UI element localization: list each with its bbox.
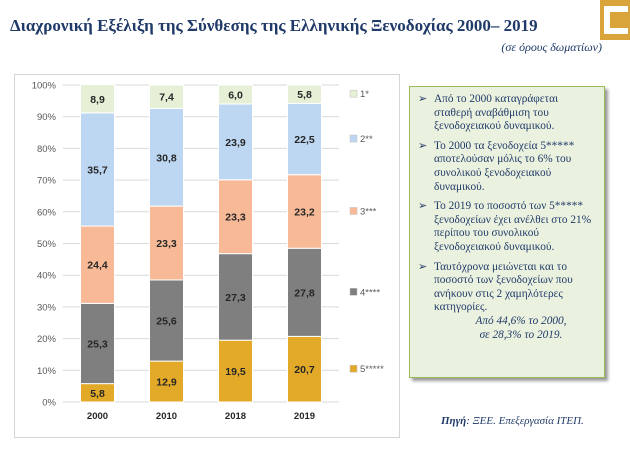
legend-label: 3*** bbox=[360, 206, 377, 217]
note-item: ➢ Το 2000 τα ξενοδοχεία 5***** αποτελούσ… bbox=[418, 140, 598, 194]
note-text: Ταυτόχρονα μειώνεται και το ποσοστό των … bbox=[434, 260, 573, 314]
legend-swatch bbox=[349, 288, 358, 296]
x-tick-label: 2010 bbox=[156, 411, 177, 422]
legend-swatch bbox=[349, 207, 358, 215]
note-text: Το 2019 το ποσοστό των 5***** ξενοδοχείω… bbox=[434, 200, 592, 253]
bar-segment bbox=[287, 174, 322, 249]
arrow-bullet-icon: ➢ bbox=[418, 260, 428, 273]
arrow-bullet-icon: ➢ bbox=[418, 200, 428, 213]
y-tick-label: 50% bbox=[37, 239, 57, 250]
bar-segment bbox=[218, 339, 253, 403]
bar-segment bbox=[287, 84, 322, 104]
source-note: Πηγή: ΞΕΕ. Επεξεργασία ΙΤΕΠ. bbox=[441, 415, 584, 427]
y-tick-label: 0% bbox=[42, 398, 56, 409]
legend-label: 4**** bbox=[360, 287, 380, 298]
data-label: 20,7 bbox=[294, 364, 315, 376]
legend-swatch bbox=[349, 89, 358, 98]
bar-segment bbox=[80, 302, 115, 385]
data-label: 5,8 bbox=[90, 388, 105, 400]
legend-label: 2** bbox=[360, 134, 373, 145]
bar-segment bbox=[149, 279, 184, 362]
data-label: 22,5 bbox=[294, 134, 315, 146]
y-tick-label: 40% bbox=[37, 271, 57, 282]
data-label: 12,9 bbox=[156, 377, 177, 389]
bar-segment bbox=[149, 107, 184, 207]
legend-swatch bbox=[349, 134, 358, 143]
chart-panel: 0% 10% 20% 30% 40% 50% 60% 70% 80% 90% 100% 5,8 25,3… bbox=[14, 74, 400, 438]
data-label: 8,9 bbox=[90, 94, 105, 106]
note-item: ➢ Το 2019 το ποσοστό των 5***** ξενοδοχε… bbox=[418, 200, 598, 254]
y-tick-label: 100% bbox=[32, 81, 57, 92]
y-tick-label: 70% bbox=[37, 176, 57, 187]
data-label: 23,2 bbox=[294, 206, 315, 218]
note-tail-line-2: σε 28,3% το 2019. bbox=[479, 328, 563, 341]
bar-segment bbox=[149, 84, 184, 109]
stacked-bar-chart: 0% 10% 20% 30% 40% 50% 60% 70% 80% 90% 100% 5,8 25,3… bbox=[32, 81, 384, 423]
data-label: 23,9 bbox=[225, 137, 246, 149]
data-label: 25,6 bbox=[156, 316, 177, 328]
data-label: 23,3 bbox=[156, 238, 177, 250]
data-label: 35,7 bbox=[87, 164, 108, 176]
page-subtitle: (σε όρους δωματίων) bbox=[501, 40, 602, 54]
bar-segment bbox=[149, 205, 184, 281]
data-label: 5,8 bbox=[297, 89, 312, 101]
data-label: 30,8 bbox=[156, 152, 177, 164]
bar-segment bbox=[287, 335, 322, 403]
note-item: ➢ Ταυτόχρονα μειώνεται και το ποσοστό τω… bbox=[418, 261, 598, 343]
bar-segment bbox=[218, 84, 253, 105]
y-tick-label: 60% bbox=[37, 207, 57, 218]
data-label: 27,3 bbox=[225, 292, 246, 304]
notes-list: ➢ Από το 2000 καταγράφεται σταθερή αναβά… bbox=[418, 93, 598, 342]
source-text: : ΞΕΕ. Επεξεργασία ΙΤΕΠ. bbox=[466, 415, 584, 427]
data-label: 7,4 bbox=[159, 92, 174, 104]
arrow-bullet-icon: ➢ bbox=[418, 139, 428, 152]
x-tick-label: 2018 bbox=[225, 411, 246, 422]
bar-segment bbox=[80, 84, 115, 114]
bar-segment bbox=[287, 247, 322, 337]
data-label: 25,3 bbox=[87, 339, 108, 351]
note-item: ➢ Από το 2000 καταγράφεται σταθερή αναβά… bbox=[418, 93, 598, 134]
y-tick-label: 80% bbox=[37, 144, 57, 155]
y-tick-label: 20% bbox=[37, 334, 57, 345]
legend-label: 5***** bbox=[360, 364, 384, 375]
data-label: 24,4 bbox=[87, 260, 108, 272]
page-title: Διαχρονική Εξέλιξη της Σύνθεσης της Ελλη… bbox=[10, 16, 538, 35]
legend-swatch bbox=[349, 364, 358, 373]
corner-decoration bbox=[600, 0, 630, 40]
y-tick-label: 10% bbox=[37, 366, 57, 377]
data-label: 19,5 bbox=[225, 366, 246, 378]
legend-label: 1* bbox=[360, 89, 369, 100]
bar-segment bbox=[218, 253, 253, 341]
note-text: Το 2000 τα ξενοδοχεία 5***** αποτελούσαν… bbox=[434, 139, 575, 193]
data-label: 23,3 bbox=[225, 212, 246, 224]
note-text: Από το 2000 καταγράφεται σταθερή αναβάθμ… bbox=[434, 93, 559, 133]
x-tick-label: 2000 bbox=[87, 411, 108, 422]
data-label: 27,8 bbox=[294, 287, 315, 299]
bar-segment bbox=[149, 360, 184, 403]
arrow-bullet-icon: ➢ bbox=[418, 93, 428, 105]
data-label: 6,0 bbox=[228, 90, 243, 102]
bar-segment bbox=[80, 225, 115, 304]
notes-box: ➢ Από το 2000 καταγράφεται σταθερή αναβά… bbox=[409, 86, 605, 378]
note-tail-line-1: Από 44,6% το 2000, bbox=[475, 314, 567, 327]
source-label: Πηγή bbox=[441, 415, 467, 427]
y-tick-label: 90% bbox=[37, 112, 57, 123]
y-tick-label: 30% bbox=[37, 302, 57, 313]
x-tick-label: 2019 bbox=[294, 411, 315, 422]
bar-segment bbox=[80, 112, 115, 227]
